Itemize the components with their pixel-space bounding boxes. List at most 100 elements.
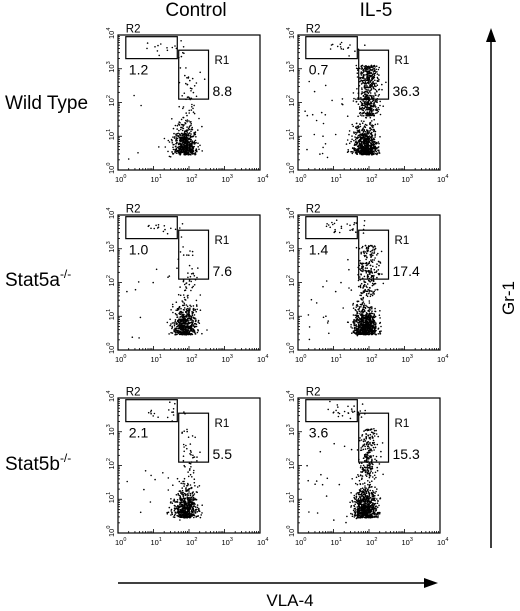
event-dot	[177, 515, 180, 517]
tick-base: 10	[402, 175, 410, 184]
event-dot	[346, 151, 349, 153]
event-dot	[334, 290, 337, 293]
event-dot	[367, 309, 370, 312]
event-dot	[186, 131, 188, 133]
event-dot	[184, 149, 187, 152]
event-dot	[194, 325, 197, 328]
event-dot	[342, 48, 345, 50]
event-dot	[177, 293, 180, 296]
x-tick-label: 104	[257, 537, 268, 547]
event-dot	[190, 497, 192, 500]
event-dot	[189, 145, 191, 147]
event-dot	[193, 478, 196, 481]
event-dot	[359, 259, 361, 262]
event-dot	[173, 132, 175, 135]
event-dot	[369, 129, 371, 132]
event-dot	[368, 153, 371, 156]
event-dot	[364, 310, 366, 313]
event-dot	[183, 516, 185, 519]
event-dot	[194, 331, 196, 334]
event-dot	[173, 498, 175, 501]
event-dot	[368, 319, 370, 322]
event-dot	[175, 148, 178, 151]
event-dot	[181, 509, 184, 512]
event-dot	[357, 134, 360, 137]
event-dot	[173, 323, 176, 325]
event-dot	[365, 264, 368, 267]
event-dot	[362, 149, 364, 152]
event-dot	[190, 289, 192, 292]
event-dot	[186, 323, 188, 325]
event-dot	[364, 82, 367, 85]
event-dot	[340, 225, 343, 228]
event-dot	[166, 232, 169, 235]
event-dot	[367, 138, 370, 141]
event-dot	[189, 449, 192, 452]
event-dot	[348, 55, 350, 57]
tick-base: 10	[107, 529, 116, 537]
event-dot	[307, 314, 310, 316]
event-dot	[160, 43, 162, 45]
event-dot	[182, 107, 184, 110]
event-dot	[365, 475, 368, 478]
tick-exponent: 3	[106, 424, 112, 427]
event-dot	[377, 106, 380, 109]
tick-base: 10	[107, 461, 116, 469]
y-tick-label: 104	[286, 208, 296, 219]
tick-exponent: 2	[106, 95, 112, 98]
tick-exponent: 2	[286, 275, 292, 278]
event-dot	[180, 312, 183, 314]
event-dot	[176, 320, 179, 323]
event-dot	[186, 325, 189, 327]
y-tick-label: 100	[106, 163, 116, 174]
event-dot	[347, 149, 350, 151]
event-dot	[188, 153, 191, 155]
event-dot	[371, 135, 373, 137]
event-dot	[185, 504, 187, 506]
event-dot	[174, 327, 177, 330]
event-dot	[180, 515, 183, 517]
event-dot	[188, 283, 191, 286]
event-dot	[354, 513, 356, 516]
event-dot	[359, 320, 362, 323]
event-dot	[354, 308, 357, 311]
event-dot	[365, 251, 367, 253]
y-tick-label: 101	[106, 492, 116, 503]
event-dot	[187, 504, 190, 506]
event-dot	[363, 129, 366, 131]
event-dot	[374, 142, 377, 145]
event-dot	[322, 285, 324, 288]
event-dot	[352, 92, 355, 94]
event-dot	[167, 489, 170, 491]
event-dot	[182, 51, 184, 54]
event-dot	[199, 309, 202, 312]
event-dot	[373, 75, 375, 78]
event-dot	[371, 316, 373, 319]
event-dot	[375, 90, 378, 92]
event-dot	[329, 226, 332, 229]
event-dot	[190, 143, 193, 146]
panel-stat5b-control-gate-r2-label: R2	[126, 387, 141, 399]
panel-wild-type-control-events	[127, 40, 206, 160]
event-dot	[188, 509, 190, 512]
event-dot	[186, 134, 189, 136]
event-dot	[361, 88, 363, 91]
event-dot	[188, 491, 190, 493]
event-dot	[184, 152, 186, 154]
event-dot	[189, 79, 191, 82]
event-dot	[184, 333, 186, 335]
event-dot	[372, 110, 374, 112]
event-dot	[368, 72, 371, 75]
event-dot	[195, 319, 197, 322]
event-dot	[356, 300, 359, 303]
tick-exponent: 1	[106, 129, 112, 132]
event-dot	[357, 314, 360, 317]
event-dot	[355, 329, 358, 331]
event-dot	[368, 96, 370, 98]
event-dot	[178, 129, 180, 132]
event-dot	[196, 308, 198, 311]
event-dot	[171, 303, 174, 306]
event-dot	[188, 112, 190, 114]
event-dot	[370, 267, 373, 270]
event-dot	[195, 136, 197, 138]
